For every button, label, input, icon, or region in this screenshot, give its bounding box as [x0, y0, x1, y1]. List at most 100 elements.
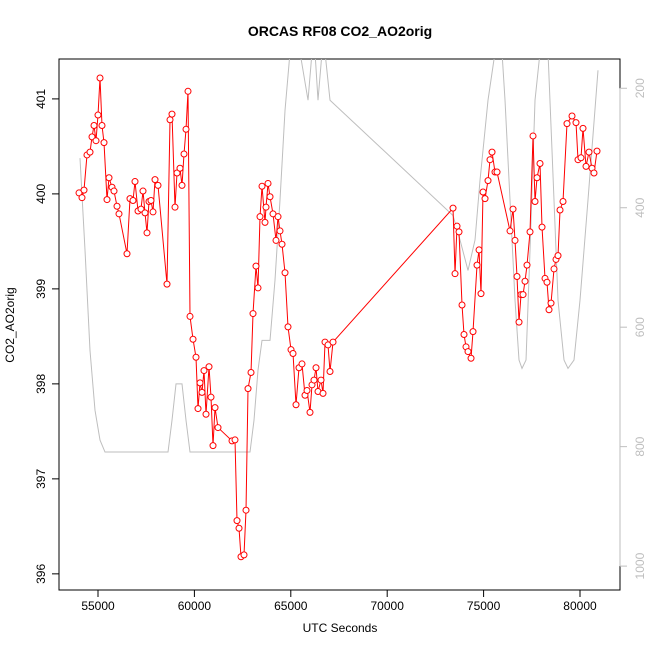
data-point — [460, 330, 468, 338]
data-point — [131, 178, 139, 186]
data-point — [139, 187, 147, 195]
data-point — [298, 360, 306, 368]
data-point — [556, 206, 564, 214]
data-point — [590, 169, 598, 177]
x-tick-label: 55000 — [81, 599, 115, 613]
data-point — [312, 364, 320, 372]
data-point — [274, 213, 282, 221]
data-point — [272, 236, 280, 244]
data-point — [526, 228, 534, 236]
data-point — [469, 328, 477, 336]
data-point — [543, 278, 551, 286]
data-point — [329, 338, 337, 346]
data-point — [559, 197, 567, 205]
data-point — [310, 376, 318, 384]
x-tick-label: 80000 — [563, 599, 597, 613]
data-point — [317, 376, 325, 384]
data-point — [105, 174, 113, 182]
data-point — [176, 164, 184, 172]
data-point — [200, 367, 208, 375]
data-point — [256, 213, 264, 221]
data-point — [80, 186, 88, 194]
y-tick-label: 399 — [34, 279, 48, 299]
data-point — [572, 119, 580, 127]
data-point — [103, 196, 111, 204]
data-point — [194, 405, 202, 413]
y-tick-label: 398 — [34, 374, 48, 394]
data-point — [233, 517, 241, 525]
data-point — [579, 124, 587, 132]
data-point — [163, 280, 171, 288]
data-point — [488, 148, 496, 156]
data-point — [281, 269, 289, 277]
data-point — [554, 252, 562, 260]
data-point — [211, 404, 219, 412]
data-point — [168, 110, 176, 118]
data-point — [475, 246, 483, 254]
data-point — [244, 385, 252, 393]
y-tick-label: 400 — [34, 184, 48, 204]
data-point — [319, 389, 327, 397]
data-point — [261, 218, 269, 226]
data-point — [86, 148, 94, 156]
data-point — [247, 368, 255, 376]
data-point — [326, 368, 334, 376]
data-point — [464, 348, 472, 356]
data-point — [205, 363, 213, 371]
data-point — [278, 240, 286, 248]
data-point — [529, 132, 537, 140]
data-point — [166, 116, 174, 124]
y-tick-label: 401 — [34, 89, 48, 109]
y2-tick-label: 600 — [633, 317, 647, 337]
data-point — [550, 265, 558, 273]
data-point — [453, 222, 461, 230]
data-point — [198, 388, 206, 396]
data-point — [242, 506, 250, 514]
data-point — [240, 551, 248, 559]
y2-tick-label: 200 — [633, 78, 647, 98]
data-point — [582, 162, 590, 170]
data-point — [547, 299, 555, 307]
data-point — [196, 379, 204, 387]
data-point — [473, 261, 481, 269]
data-line — [79, 59, 599, 453]
data-point — [123, 250, 131, 258]
data-point — [519, 291, 527, 299]
data-point — [209, 442, 217, 450]
data-point — [266, 193, 274, 201]
data-point — [96, 74, 104, 82]
data-point — [455, 228, 463, 236]
data-point — [207, 393, 215, 401]
x-axis-label: UTC Seconds — [303, 621, 378, 635]
data-point — [531, 197, 539, 205]
data-point — [100, 139, 108, 147]
data-point — [214, 424, 222, 432]
data-point — [538, 223, 546, 231]
data-point — [252, 262, 260, 270]
data-point — [143, 229, 151, 237]
data-point — [110, 187, 118, 195]
data-point — [486, 156, 494, 164]
data-point — [154, 181, 162, 189]
y-tick-label: 396 — [34, 564, 48, 584]
data-point — [477, 290, 485, 298]
y-axis-label: CO2_AO2orig — [3, 287, 17, 362]
data-point — [184, 87, 192, 95]
x-tick-label: 75000 — [467, 599, 501, 613]
data-point — [449, 204, 457, 212]
data-point — [593, 147, 601, 155]
data-point — [515, 318, 523, 326]
data-point — [506, 227, 514, 235]
data-point — [481, 195, 489, 203]
data-point — [147, 197, 155, 205]
data-point — [585, 148, 593, 156]
data-point — [192, 353, 200, 361]
data-point — [511, 236, 519, 244]
data-point — [254, 284, 262, 292]
data-point — [568, 112, 576, 120]
y2-tick-label: 1000 — [633, 552, 647, 579]
data-point — [151, 176, 159, 184]
data-point — [292, 401, 300, 409]
data-point — [178, 181, 186, 189]
